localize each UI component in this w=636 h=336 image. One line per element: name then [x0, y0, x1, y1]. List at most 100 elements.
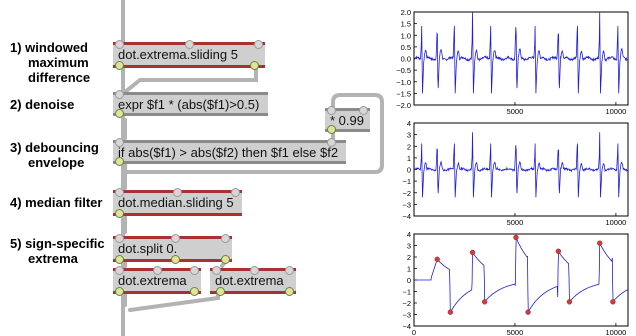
step-1-line-3: difference — [28, 70, 91, 85]
extremum-marker — [610, 299, 616, 305]
inlet[interactable] — [190, 266, 199, 275]
y-tick-label: −3 — [402, 200, 411, 209]
signal-line — [414, 237, 629, 314]
y-tick-label: 2 — [407, 253, 411, 262]
inlet[interactable] — [254, 40, 263, 49]
y-tick-label: 2 — [407, 142, 411, 151]
inlet[interactable] — [231, 188, 240, 197]
extremum-marker — [525, 309, 531, 315]
split-object[interactable]: dot.split 0. — [113, 234, 232, 264]
x-tick-label: 5000 — [507, 107, 524, 116]
signal-line — [413, 132, 629, 198]
inlet[interactable] — [115, 138, 124, 147]
outlet[interactable] — [327, 125, 336, 134]
inlet[interactable] — [115, 188, 124, 197]
y-tick-label: 0.0 — [401, 55, 411, 64]
outlet[interactable] — [115, 61, 124, 70]
y-tick-label: −4 — [402, 212, 411, 221]
inlet[interactable] — [115, 266, 124, 275]
extremum-marker — [555, 248, 561, 254]
plot-panel-1: 2.0 1.5 1.0 0.5 0.0 −0.5 −1.0 −1.5 −2.0 5000 10000 — [396, 8, 629, 116]
x-tick-label: 10000 — [605, 328, 626, 336]
y-tick-label: −2.0 — [396, 101, 411, 110]
inlet[interactable] — [115, 90, 124, 99]
outlet[interactable] — [216, 287, 225, 296]
inlet[interactable] — [171, 234, 180, 243]
inlet[interactable] — [221, 234, 230, 243]
extrema-left-object[interactable]: dot.extrema — [113, 266, 201, 296]
extrema-sliding-object[interactable]: dot.extrema.sliding 5 — [113, 40, 265, 70]
inlet[interactable] — [285, 266, 294, 275]
y-tick-label: −1.0 — [396, 78, 411, 87]
inlet[interactable] — [185, 40, 194, 49]
extremum-marker — [434, 256, 440, 262]
y-tick-label: 1 — [407, 154, 411, 163]
inlet[interactable] — [327, 138, 336, 147]
step-3-line-1: 3) debouncing — [10, 140, 99, 155]
y-tick-label: 4 — [407, 230, 411, 239]
y-tick-label: 3 — [407, 242, 411, 251]
y-tick-label: 0 — [407, 166, 411, 175]
cable-if-loop[interactable] — [123, 93, 384, 174]
cable-out-right[interactable] — [128, 290, 220, 312]
extrema-sliding-text: dot.extrema.sliding 5 — [118, 47, 238, 62]
step-3-label: 3) debouncing envelope — [10, 140, 99, 170]
y-tick-label: 4 — [407, 119, 411, 128]
outlet[interactable] — [221, 255, 230, 264]
y-tick-label: 0.5 — [401, 43, 411, 52]
mult-text: * 0.99 — [330, 113, 364, 128]
y-tick-label: 1.5 — [401, 20, 411, 29]
extrema-left-text: dot.extrema — [118, 273, 187, 288]
median-sliding-text: dot.median.sliding 5 — [118, 195, 234, 210]
inlet[interactable] — [115, 234, 124, 243]
step-4-label: 4) median filter — [10, 195, 103, 210]
plot-panel-2: 4 3 2 1 0 −1 −2 −3 −4 5000 10000 — [402, 119, 629, 227]
y-tick-label: 0 — [407, 276, 411, 285]
y-tick-label: −4 — [402, 322, 411, 331]
inlet[interactable] — [173, 188, 182, 197]
y-tick-label: −3 — [402, 311, 411, 320]
x-tick-label: 5000 — [507, 218, 524, 227]
step-3-line-2: envelope — [28, 155, 85, 170]
outlet[interactable] — [115, 287, 124, 296]
y-tick-label: 2.0 — [401, 8, 411, 17]
median-sliding-object[interactable]: dot.median.sliding 5 — [113, 188, 242, 218]
y-tick-label: −1.5 — [396, 89, 411, 98]
step-2-label: 2) denoise — [10, 97, 75, 112]
step-1-label: 1) windowed maximum difference — [10, 40, 90, 85]
extremum-marker — [566, 299, 573, 305]
outlet[interactable] — [285, 287, 294, 296]
extremum-marker — [513, 234, 519, 241]
cable-diff-to-expr[interactable] — [123, 64, 258, 94]
outlet[interactable] — [190, 287, 199, 296]
inlet[interactable] — [359, 106, 368, 115]
expr-denoise-object[interactable]: expr $f1 * (abs($f1)>0.5) — [113, 90, 268, 118]
y-tick-label: −2 — [402, 299, 411, 308]
if-envelope-object[interactable]: if abs($f1) > abs($f2) then $f1 else $f2 — [113, 138, 346, 166]
extrema-right-text: dot.extrema — [215, 273, 284, 288]
extrema-right-object[interactable]: dot.extrema — [210, 266, 296, 296]
outlet[interactable] — [115, 255, 124, 264]
expr-denoise-text: expr $f1 * (abs($f1)>0.5) — [118, 97, 260, 112]
outlet[interactable] — [115, 157, 124, 166]
inlet[interactable] — [212, 266, 221, 275]
signal-line — [413, 11, 629, 94]
y-tick-label: 3 — [407, 131, 411, 140]
outlet[interactable] — [250, 61, 259, 70]
step-5-label: 5) sign-specific extrema — [10, 236, 105, 266]
outlet[interactable] — [115, 209, 124, 218]
mult-object[interactable]: * 0.99 — [325, 106, 370, 134]
outlet[interactable] — [115, 109, 124, 118]
extremum-marker — [597, 240, 603, 246]
plots-area: 2.0 1.5 1.0 0.5 0.0 −0.5 −1.0 −1.5 −2.0 5000 10000… — [396, 8, 629, 336]
x-tick-label: 10000 — [605, 218, 626, 227]
y-tick-label: 1 — [407, 265, 411, 274]
inlet[interactable] — [250, 266, 259, 275]
inlet[interactable] — [153, 266, 162, 275]
split-text: dot.split 0. — [118, 241, 178, 256]
outlet[interactable] — [171, 255, 180, 264]
step-5-line-1: 5) sign-specific — [10, 236, 105, 251]
inlet[interactable] — [327, 106, 336, 115]
inlet[interactable] — [115, 40, 124, 49]
